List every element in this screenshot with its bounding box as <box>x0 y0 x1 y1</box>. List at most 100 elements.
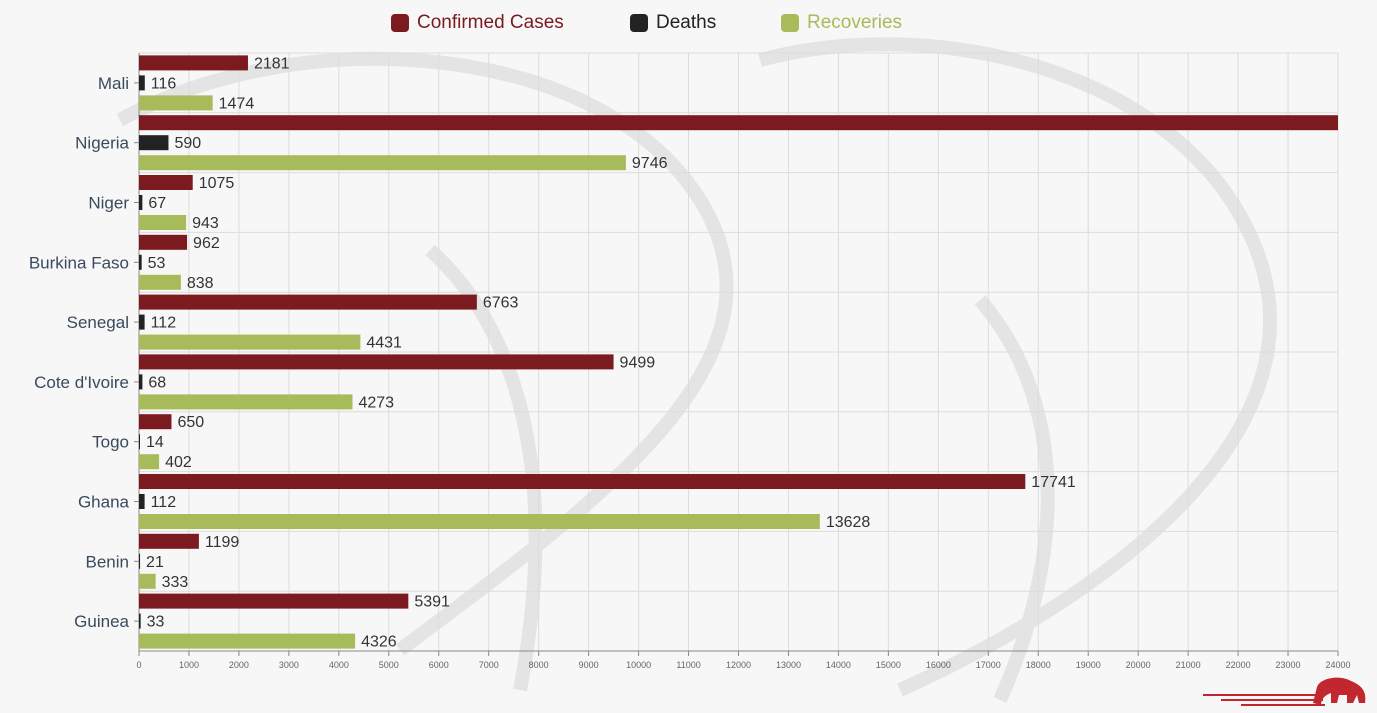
x-tick-label: 24000 <box>1325 660 1350 670</box>
data-label-deaths: 33 <box>147 614 165 631</box>
data-label-confirmed: 650 <box>177 414 204 431</box>
data-label-recoveries: 4326 <box>361 634 397 651</box>
legend-item-confirmed[interactable]: Confirmed Cases <box>391 12 564 34</box>
x-tick-label: 18000 <box>1026 660 1051 670</box>
bar-deaths <box>139 75 145 91</box>
category-label: Nigeria <box>75 134 129 153</box>
data-label-recoveries: 13628 <box>826 514 871 531</box>
bar-confirmed <box>139 354 614 370</box>
data-label-deaths: 53 <box>148 255 166 272</box>
x-tick-label: 6000 <box>429 660 449 670</box>
bar-recoveries <box>139 274 181 290</box>
x-tick-label: 11000 <box>676 660 700 670</box>
data-label-confirmed: 1199 <box>205 534 240 551</box>
x-tick-label: 8000 <box>529 660 549 670</box>
category-label: Togo <box>92 433 129 452</box>
x-tick-label: 20000 <box>1126 660 1151 670</box>
data-label-confirmed: 9499 <box>620 354 656 371</box>
bar-deaths <box>139 195 143 210</box>
x-tick-label: 10000 <box>626 660 651 670</box>
bar-deaths <box>139 494 145 509</box>
category-label: Niger <box>88 194 129 213</box>
bar-recoveries <box>139 95 213 111</box>
data-label-recoveries: 333 <box>162 574 189 591</box>
x-tick-label: 22000 <box>1226 660 1251 670</box>
x-tick-label: 9000 <box>579 660 599 670</box>
data-label-deaths: 590 <box>174 135 201 152</box>
bar-confirmed <box>139 533 199 549</box>
x-tick-label: 5000 <box>379 660 399 670</box>
data-label-deaths: 14 <box>146 434 164 451</box>
data-label-deaths: 112 <box>151 315 177 332</box>
x-tick-label: 21000 <box>1176 660 1201 670</box>
bar-confirmed <box>139 593 409 609</box>
legend-swatch-confirmed <box>391 14 409 32</box>
bar-confirmed <box>139 414 172 430</box>
x-tick-label: 13000 <box>776 660 801 670</box>
bar-confirmed <box>139 175 193 190</box>
bar-confirmed <box>139 474 1026 489</box>
legend-item-recoveries[interactable]: Recoveries <box>781 12 902 34</box>
bar-confirmed <box>139 115 1338 131</box>
bar-deaths <box>139 613 141 629</box>
x-tick-label: 19000 <box>1076 660 1101 670</box>
data-label-recoveries: 9746 <box>632 155 668 172</box>
bar-recoveries <box>139 633 356 649</box>
category-label: Ghana <box>78 493 130 512</box>
category-label: Guinea <box>74 612 129 631</box>
bar-recoveries <box>139 155 626 171</box>
category-label: Mali <box>98 74 129 93</box>
bar-recoveries <box>139 454 160 470</box>
x-tick-label: 7000 <box>479 660 499 670</box>
category-label: Cote d'Ivoire <box>34 373 129 392</box>
data-label-confirmed: 17741 <box>1031 474 1076 491</box>
bar-recoveries <box>139 394 353 410</box>
data-label-confirmed: 962 <box>193 235 220 252</box>
data-label-confirmed: 6763 <box>483 295 519 312</box>
data-label-confirmed: 2181 <box>254 55 290 72</box>
x-tick-label: 15000 <box>876 660 901 670</box>
x-tick-label: 3000 <box>279 660 299 670</box>
data-label-recoveries: 402 <box>165 454 192 471</box>
bar-deaths <box>139 434 140 450</box>
bar-deaths <box>139 314 145 330</box>
data-label-recoveries: 943 <box>192 215 219 232</box>
legend-label-confirmed: Confirmed Cases <box>417 12 564 33</box>
bar-deaths <box>139 553 141 569</box>
x-tick-label: 16000 <box>926 660 951 670</box>
category-label: Burkina Faso <box>29 253 129 272</box>
bar-recoveries <box>139 215 187 230</box>
legend-label-recoveries: Recoveries <box>807 12 903 33</box>
bar-confirmed <box>139 55 248 71</box>
bar-deaths <box>139 135 169 151</box>
data-label-deaths: 21 <box>146 554 164 571</box>
data-label-deaths: 67 <box>148 195 166 212</box>
x-tick-label: 14000 <box>826 660 851 670</box>
x-tick-label: 1000 <box>179 660 199 670</box>
data-label-recoveries: 1474 <box>219 95 255 112</box>
data-label-recoveries: 838 <box>187 275 214 292</box>
legend-label-deaths: Deaths <box>656 12 717 33</box>
bar-confirmed <box>139 294 477 310</box>
bar-recoveries <box>139 334 361 350</box>
legend-swatch-recoveries <box>781 14 799 32</box>
data-label-confirmed: 1075 <box>199 175 235 192</box>
data-label-deaths: 112 <box>151 494 177 511</box>
legend-swatch-deaths <box>630 14 648 32</box>
data-label-deaths: 116 <box>151 75 177 92</box>
x-tick-label: 2000 <box>229 660 249 670</box>
bar-confirmed <box>139 234 188 250</box>
bar-recoveries <box>139 573 156 589</box>
bar-recoveries <box>139 514 820 529</box>
x-tick-label: 12000 <box>726 660 751 670</box>
data-label-deaths: 68 <box>148 374 166 391</box>
chart-legend: Confirmed Cases Deaths Recoveries <box>0 12 1377 40</box>
x-tick-label: 4000 <box>329 660 349 670</box>
x-tick-label: 17000 <box>976 660 1001 670</box>
legend-item-deaths[interactable]: Deaths <box>630 12 716 34</box>
bar-deaths <box>139 254 142 270</box>
x-tick-label: 0 <box>136 660 141 670</box>
bar-deaths <box>139 374 143 390</box>
